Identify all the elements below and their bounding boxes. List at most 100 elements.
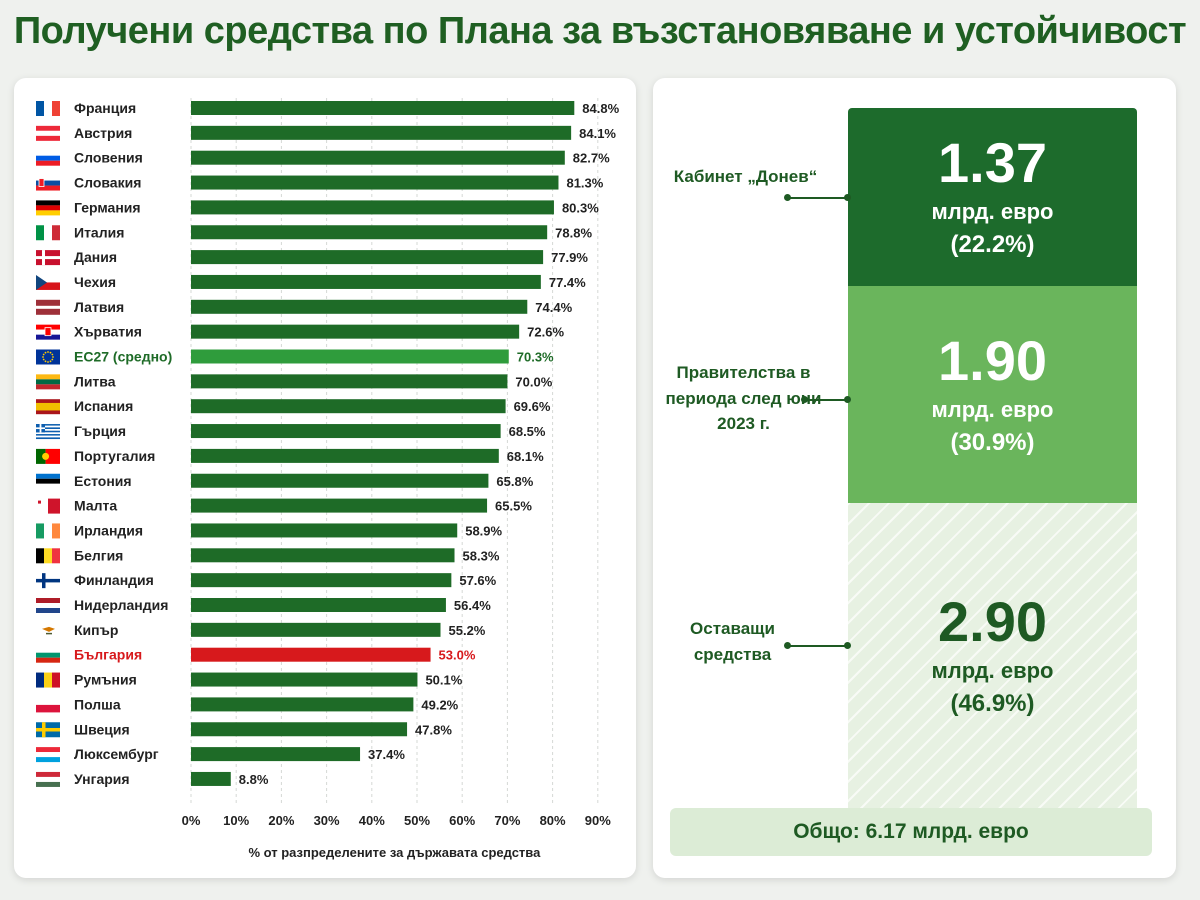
x-tick-label: 50% bbox=[404, 813, 430, 828]
remaining-connector-dot bbox=[784, 642, 791, 649]
country-label: Хърватия bbox=[74, 324, 142, 340]
flag-icon bbox=[36, 374, 60, 390]
flag-icon bbox=[36, 274, 60, 290]
donev-connector-dot bbox=[784, 194, 791, 201]
total-amount-bar: Общо: 6.17 млрд. евро bbox=[670, 808, 1152, 856]
remaining-unit: млрд. евро bbox=[931, 657, 1054, 683]
value-label: 82.7% bbox=[573, 151, 610, 166]
bar bbox=[191, 250, 544, 265]
country-label: Кипър bbox=[74, 622, 118, 638]
x-tick-label: 30% bbox=[314, 813, 340, 828]
value-label: 68.5% bbox=[509, 424, 546, 439]
bar bbox=[191, 473, 489, 488]
flag-icon bbox=[36, 324, 60, 340]
country-label: Нидерландия bbox=[74, 597, 168, 613]
flag-icon bbox=[36, 523, 60, 539]
country-label: Ирландия bbox=[74, 522, 143, 538]
bar bbox=[191, 771, 231, 786]
bar bbox=[191, 399, 506, 414]
value-label: 70.3% bbox=[517, 350, 554, 365]
flag-icon bbox=[36, 672, 60, 688]
flag-icon bbox=[36, 697, 60, 713]
value-label: 53.0% bbox=[439, 648, 476, 663]
remaining-amount: 2.90 bbox=[938, 589, 1047, 653]
x-tick-label: 10% bbox=[223, 813, 249, 828]
bar bbox=[191, 448, 499, 463]
bar bbox=[191, 324, 520, 339]
flag-icon bbox=[36, 622, 60, 638]
value-label: 77.9% bbox=[551, 250, 588, 265]
x-tick-label: 90% bbox=[585, 813, 611, 828]
donev-percent: (22.2%) bbox=[950, 231, 1035, 258]
flag-icon bbox=[36, 424, 60, 440]
value-label: 69.6% bbox=[514, 399, 551, 414]
x-tick-label: 80% bbox=[540, 813, 566, 828]
x-tick-label: 0% bbox=[182, 813, 201, 828]
bar bbox=[191, 175, 559, 190]
value-label: 58.3% bbox=[463, 548, 500, 563]
flag-icon bbox=[36, 101, 60, 116]
bar bbox=[191, 672, 418, 687]
country-label: Малта bbox=[74, 498, 117, 514]
country-label: Люксембург bbox=[74, 746, 159, 762]
country-label: Австрия bbox=[74, 125, 132, 141]
governments-connector-dot bbox=[801, 396, 808, 403]
flag-icon bbox=[36, 598, 60, 613]
bar bbox=[191, 299, 528, 314]
country-label: Латвия bbox=[74, 299, 124, 315]
flag-icon bbox=[36, 150, 60, 166]
donev-label: Кабинет „Донев“ bbox=[673, 167, 818, 186]
value-label: 77.4% bbox=[549, 275, 586, 290]
bar bbox=[191, 374, 508, 389]
bar bbox=[191, 722, 408, 737]
bar bbox=[191, 424, 501, 439]
value-label: 65.5% bbox=[495, 499, 532, 514]
country-label: Португалия bbox=[74, 448, 155, 464]
bar bbox=[191, 125, 572, 140]
remaining-connector-end-dot bbox=[844, 642, 851, 649]
x-tick-label: 70% bbox=[494, 813, 520, 828]
bar bbox=[191, 548, 455, 563]
country-label: Германия bbox=[74, 199, 141, 215]
flag-icon bbox=[36, 175, 60, 191]
flag-icon bbox=[36, 647, 60, 663]
bar bbox=[191, 598, 446, 612]
country-label: Италия bbox=[74, 224, 124, 240]
governments-amount: 1.90 bbox=[938, 328, 1047, 392]
country-label: Дания bbox=[74, 249, 117, 265]
flag-icon bbox=[36, 498, 60, 514]
value-label: 49.2% bbox=[421, 697, 458, 712]
later-governments-segment: 1.90 млрд. евро (30.9%) bbox=[848, 286, 1137, 503]
flag-icon bbox=[36, 747, 60, 763]
governments-connector-end-dot bbox=[844, 396, 851, 403]
country-label: Полша bbox=[74, 696, 121, 712]
donev-unit: млрд. евро bbox=[931, 199, 1054, 224]
value-label: 81.3% bbox=[566, 176, 603, 191]
country-label: Румъния bbox=[74, 672, 137, 688]
country-label: Словакия bbox=[74, 175, 141, 191]
bar bbox=[191, 200, 554, 215]
value-label: 80.3% bbox=[562, 200, 599, 215]
governments-percent: (30.9%) bbox=[950, 428, 1035, 456]
country-label: Швеция bbox=[74, 721, 130, 737]
flag-icon bbox=[36, 548, 60, 564]
country-label: Испания bbox=[74, 398, 133, 414]
country-label: Финландия bbox=[74, 572, 154, 588]
value-label: 55.2% bbox=[449, 623, 486, 638]
country-label: Чехия bbox=[74, 274, 116, 290]
ranking-chart-panel: 0% 10% 20% 30% 40% 50% 60% 70% 80% 90% % от разпре… bbox=[14, 78, 636, 878]
donev-connector-end-dot bbox=[844, 194, 851, 201]
flag-icon bbox=[36, 225, 60, 241]
bar bbox=[191, 622, 441, 637]
donev-cabinet-segment: 1.37 млрд. евро (22.2%) bbox=[848, 108, 1137, 286]
country-label: Белгия bbox=[74, 547, 123, 563]
flag-icon bbox=[36, 299, 60, 315]
bar bbox=[191, 747, 361, 762]
value-label: 57.6% bbox=[459, 573, 496, 588]
value-label: 68.1% bbox=[507, 449, 544, 464]
value-label: 58.9% bbox=[465, 523, 502, 538]
flag-icon bbox=[36, 473, 60, 489]
flag-icon bbox=[36, 125, 60, 141]
flag-icon bbox=[36, 771, 60, 787]
flag-icon bbox=[36, 200, 60, 216]
